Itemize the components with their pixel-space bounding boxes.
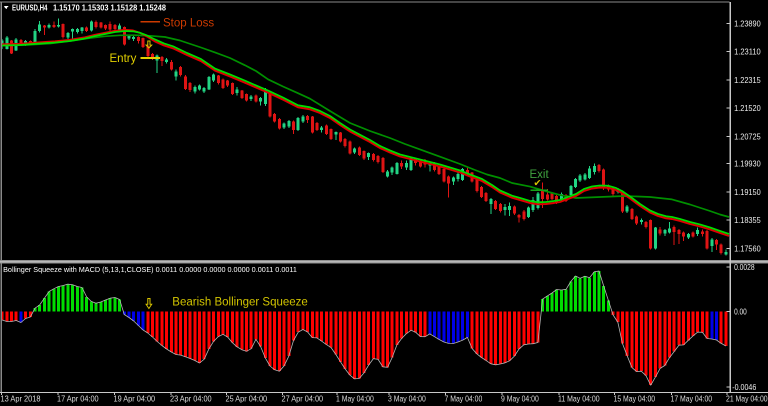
svg-text:Entry: Entry [110, 53, 137, 65]
svg-text:Exit: Exit [530, 169, 550, 181]
svg-text:Stop Loss: Stop Loss [163, 18, 214, 30]
svg-text:19 Apr 04:00: 19 Apr 04:00 [114, 394, 156, 403]
svg-text:1.23110: 1.23110 [734, 48, 761, 57]
svg-text:1 May 04:00: 1 May 04:00 [336, 394, 374, 403]
svg-text:1.17560: 1.17560 [734, 244, 761, 253]
svg-text:1.23890: 1.23890 [734, 20, 761, 29]
svg-text:1.19150: 1.19150 [734, 188, 761, 197]
svg-text:Bollinger Squeeze with MACD (5: Bollinger Squeeze with MACD (5,13,1,CLOS… [3, 265, 297, 274]
svg-text:1.22315: 1.22315 [734, 76, 761, 85]
svg-text:27 Apr 04:00: 27 Apr 04:00 [282, 394, 324, 403]
svg-text:1.19930: 1.19930 [734, 160, 761, 169]
svg-text:1.15170 1.15303 1.15128 1.1524: 1.15170 1.15303 1.15128 1.15248 [53, 4, 167, 13]
svg-text:21 May 04:00: 21 May 04:00 [726, 394, 768, 403]
svg-text:EURUSD,H4: EURUSD,H4 [12, 4, 48, 13]
svg-text:1.18355: 1.18355 [734, 216, 761, 225]
svg-text:13 Apr 2018: 13 Apr 2018 [1, 394, 42, 403]
svg-text:17 May 04:00: 17 May 04:00 [671, 394, 713, 403]
svg-text:3 May 04:00: 3 May 04:00 [388, 394, 426, 403]
svg-text:23 Apr 04:00: 23 Apr 04:00 [170, 394, 212, 403]
svg-text:0.00: 0.00 [734, 308, 747, 317]
svg-text:Bearish Bollinger Squeeze: Bearish Bollinger Squeeze [172, 297, 308, 309]
svg-text:7 May 04:00: 7 May 04:00 [445, 394, 483, 403]
svg-text:11 May 04:00: 11 May 04:00 [558, 394, 600, 403]
svg-text:9 May 04:00: 9 May 04:00 [501, 394, 539, 403]
svg-text:1.20725: 1.20725 [734, 132, 761, 141]
svg-text:25 Apr 04:00: 25 Apr 04:00 [226, 394, 268, 403]
svg-text:✔: ✔ [534, 178, 542, 189]
svg-text:1.21520: 1.21520 [734, 104, 761, 113]
svg-text:0.0028: 0.0028 [734, 263, 755, 272]
svg-text:15 May 04:00: 15 May 04:00 [614, 394, 656, 403]
svg-text:-0.0046: -0.0046 [732, 383, 756, 392]
svg-text:17 Apr 04:00: 17 Apr 04:00 [57, 394, 99, 403]
